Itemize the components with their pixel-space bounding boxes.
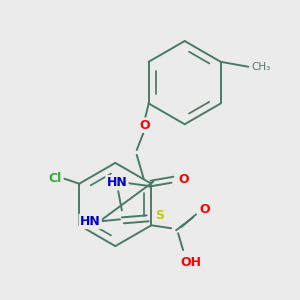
Text: HN: HN [80,215,101,228]
Text: S: S [155,209,164,222]
Text: CH₃: CH₃ [251,62,271,72]
Text: O: O [178,173,189,186]
Text: OH: OH [181,256,202,269]
Text: Cl: Cl [48,172,61,185]
Text: O: O [200,203,210,216]
Text: HN: HN [106,176,127,189]
Text: O: O [140,119,150,132]
